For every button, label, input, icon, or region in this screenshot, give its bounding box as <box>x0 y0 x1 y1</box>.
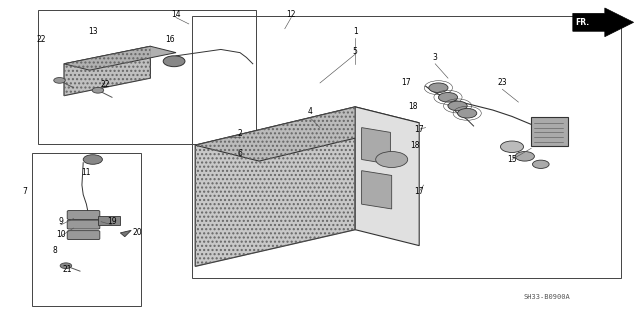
Text: 19: 19 <box>107 217 117 226</box>
Polygon shape <box>573 8 634 37</box>
Polygon shape <box>355 107 419 246</box>
Text: 16: 16 <box>164 35 175 44</box>
FancyBboxPatch shape <box>98 216 120 225</box>
Text: SH33-B0900A: SH33-B0900A <box>524 294 571 300</box>
Circle shape <box>500 141 524 152</box>
Text: 3: 3 <box>433 53 438 62</box>
Text: 14: 14 <box>171 10 181 19</box>
Polygon shape <box>362 171 392 209</box>
Text: 21: 21 <box>63 265 72 274</box>
Text: 17: 17 <box>414 187 424 196</box>
Circle shape <box>448 101 467 111</box>
Text: FR.: FR. <box>575 18 589 27</box>
Circle shape <box>429 83 448 93</box>
Bar <box>38 10 256 144</box>
Text: 22: 22 <box>37 35 46 44</box>
Text: 23: 23 <box>497 78 508 87</box>
Circle shape <box>438 93 458 102</box>
Circle shape <box>515 152 534 161</box>
Text: 17: 17 <box>414 125 424 134</box>
Text: 8: 8 <box>52 246 57 255</box>
Text: 13: 13 <box>88 27 98 36</box>
Polygon shape <box>120 230 131 237</box>
Circle shape <box>83 155 102 164</box>
Bar <box>32 153 141 306</box>
Text: 20: 20 <box>132 228 143 237</box>
FancyBboxPatch shape <box>67 231 100 240</box>
FancyBboxPatch shape <box>531 117 568 146</box>
FancyBboxPatch shape <box>67 211 100 219</box>
Bar <box>192 16 621 278</box>
Text: 18: 18 <box>408 102 417 111</box>
Text: 17: 17 <box>401 78 412 87</box>
Text: 9: 9 <box>58 217 63 226</box>
Circle shape <box>532 160 549 168</box>
Circle shape <box>54 78 65 83</box>
Circle shape <box>92 87 104 93</box>
Text: 5: 5 <box>353 47 358 56</box>
Text: 12: 12 <box>287 10 296 19</box>
Text: 15: 15 <box>507 155 517 164</box>
Text: 10: 10 <box>56 230 66 239</box>
Text: 6: 6 <box>237 149 243 158</box>
Polygon shape <box>362 128 390 164</box>
Circle shape <box>458 108 477 118</box>
Text: 22: 22 <box>101 80 110 89</box>
Text: 4: 4 <box>308 107 313 116</box>
Text: 2: 2 <box>237 130 243 138</box>
Polygon shape <box>195 107 419 161</box>
Text: 11: 11 <box>82 168 91 177</box>
Circle shape <box>376 152 408 167</box>
Circle shape <box>60 263 72 269</box>
Polygon shape <box>195 107 355 266</box>
Text: 18: 18 <box>410 141 419 150</box>
Text: 7: 7 <box>22 187 27 196</box>
Text: 1: 1 <box>353 27 358 36</box>
FancyBboxPatch shape <box>67 220 100 229</box>
Polygon shape <box>64 46 150 96</box>
Polygon shape <box>64 46 176 70</box>
Circle shape <box>163 56 185 67</box>
